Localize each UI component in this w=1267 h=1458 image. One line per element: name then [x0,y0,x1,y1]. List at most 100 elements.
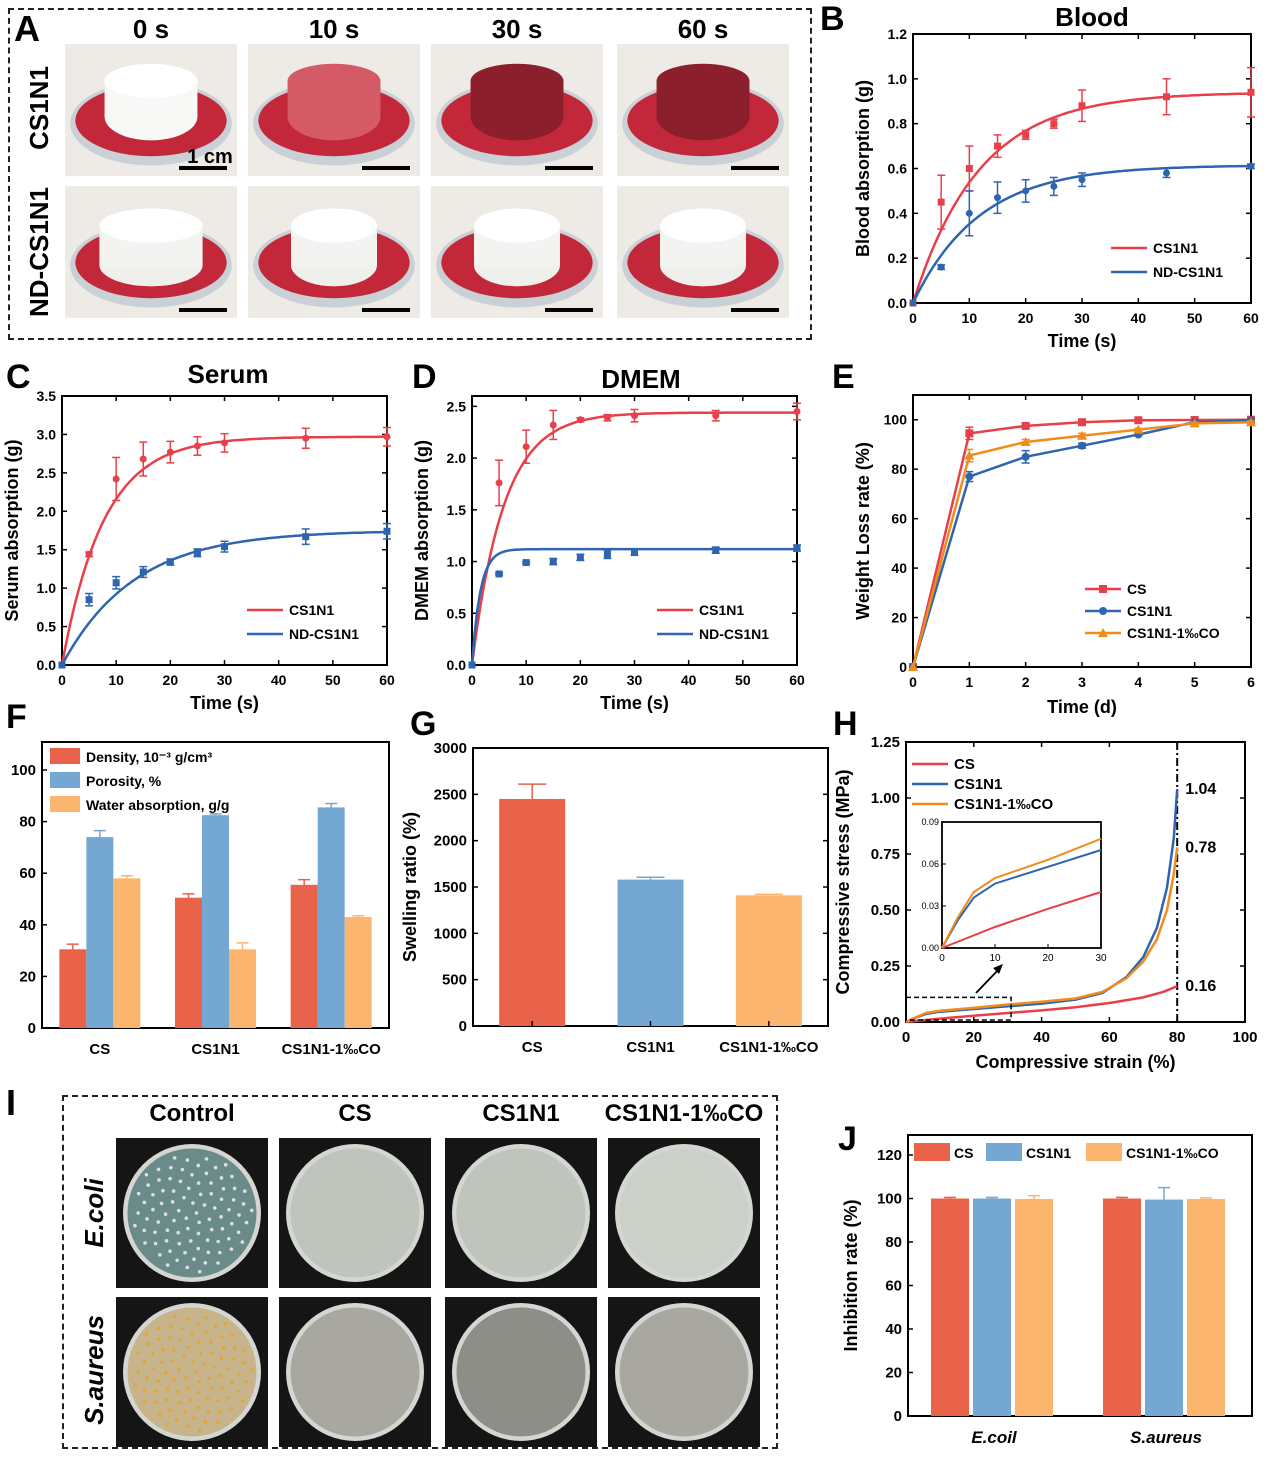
y-tick-label: 100 [884,412,908,428]
inset-curve [941,891,1102,949]
x-tick-label: 20 [163,672,179,688]
data-point [576,553,584,561]
data-point [1078,102,1086,110]
data-point [576,416,584,424]
chart-title: Serum [188,359,269,389]
x-tick-label: 3 [1078,674,1086,690]
x-tick-label: 60 [789,672,805,688]
inset-frame [941,821,1102,949]
y-tick-label: 0.5 [37,619,57,635]
time-label: 0 s [133,14,169,44]
x-tick-label: 0 [909,674,917,690]
data-point [1163,93,1170,101]
legend-entry: CS1N1 [1153,240,1198,256]
legend-entry: Porosity, % [86,773,162,789]
y-tick-label: 1.0 [447,554,467,570]
chart-E: 0 20 40 60 80 100 0 1 2 3 4 5 6 E Time (d) Weight Loss … [832,358,1256,717]
data-point [1077,430,1087,440]
data-point [965,472,974,481]
y-tick-label: 40 [885,1321,902,1338]
x-tick-label: 20 [1018,310,1034,326]
legend-swatch [50,772,80,788]
scale-bar [362,166,410,170]
panel-i-frame [62,1095,778,1449]
bar [617,879,684,1026]
x-tick-label: 20 [573,672,589,688]
data-point [549,421,557,429]
data-point [58,661,66,669]
panel-i-letter: I [6,1082,17,1123]
x-tick-label: 10 [108,672,124,688]
data-point [112,579,120,587]
y-tick-label: 500 [442,972,467,989]
y-axis-label: DMEM absorption (g) [412,440,432,621]
y-tick-label: 60 [19,865,36,882]
data-point [522,559,530,567]
scale-bar [362,308,410,312]
bar [290,884,318,1028]
scale-label: 1 cm [187,146,233,168]
x-tick-label: CS1N1 [191,1041,239,1058]
y-tick-label: 1.0 [37,580,57,596]
x-tick-label: 30 [627,672,643,688]
x-axis-label: Compressive strain (%) [975,1052,1175,1072]
y-tick-label: 2000 [434,833,467,850]
plot-frame [905,741,1246,1023]
data-point [712,546,720,554]
x-tick-label: 50 [735,672,751,688]
y-tick-label: 60 [891,511,907,527]
legend-entry: CS [1127,581,1146,597]
data-point [631,548,638,556]
y-axis-label: Serum absorption (g) [2,439,22,621]
inset-y-tick-label: 0.09 [921,817,939,827]
x-tick-label: 40 [1131,310,1147,326]
bar [973,1198,1011,1416]
x-tick-label: CS1N1 [626,1039,674,1056]
y-tick-label: 1.25 [871,734,900,751]
dish-photo [617,44,789,176]
legend-entry: ND-CS1N1 [1153,264,1223,280]
data-point [1021,421,1030,430]
scale-bar [179,166,227,170]
legend-entry: CS1N1 [954,776,1002,793]
y-tick-label: 0.0 [888,295,908,311]
data-point [1247,88,1255,96]
panel-a-letter: A [14,8,40,49]
panel-letter: C [6,358,31,396]
y-tick-label: 1000 [434,925,467,942]
data-point [909,299,917,307]
y-axis-label: Swelling ratio (%) [400,812,420,962]
data-point [193,442,201,450]
bar [1145,1199,1183,1416]
legend-swatch [914,1143,950,1161]
x-tick-label: CS1N1-1‰CO [719,1039,819,1056]
y-tick-label: 0 [894,1408,902,1425]
x-tick-label: 10 [518,672,534,688]
y-tick-label: 2.0 [37,503,57,519]
data-point [522,443,530,451]
data-point [549,558,557,566]
y-tick-label: 40 [19,917,36,934]
data-point [221,439,228,447]
legend-entry: CS1N1-1‰CO [1126,1145,1219,1161]
time-label: 30 s [492,14,543,44]
zoom-box [905,996,1012,1021]
scale-bar [545,308,593,312]
y-axis-label: Compressive stress (MPa) [833,769,853,994]
y-tick-label: 0.5 [447,605,467,621]
sponge-cap [287,63,381,99]
scale-bar [545,166,593,170]
data-point [965,165,973,172]
panel-letter: E [832,358,855,396]
x-tick-label: 6 [1247,674,1255,690]
x-tick-label: 60 [1243,310,1259,326]
data-point [166,558,174,566]
inset-curve [941,837,1102,949]
chart-F: 0 20 40 60 80 100 F CS CS1N1 CS1N1-1‰CO Density, 1… [6,698,390,1058]
chart-title: Blood [1055,2,1129,32]
bar [202,815,229,1028]
data-point [1246,417,1256,427]
dish-photo [617,186,789,318]
y-axis-label: Inhibition rate (%) [841,1200,861,1352]
